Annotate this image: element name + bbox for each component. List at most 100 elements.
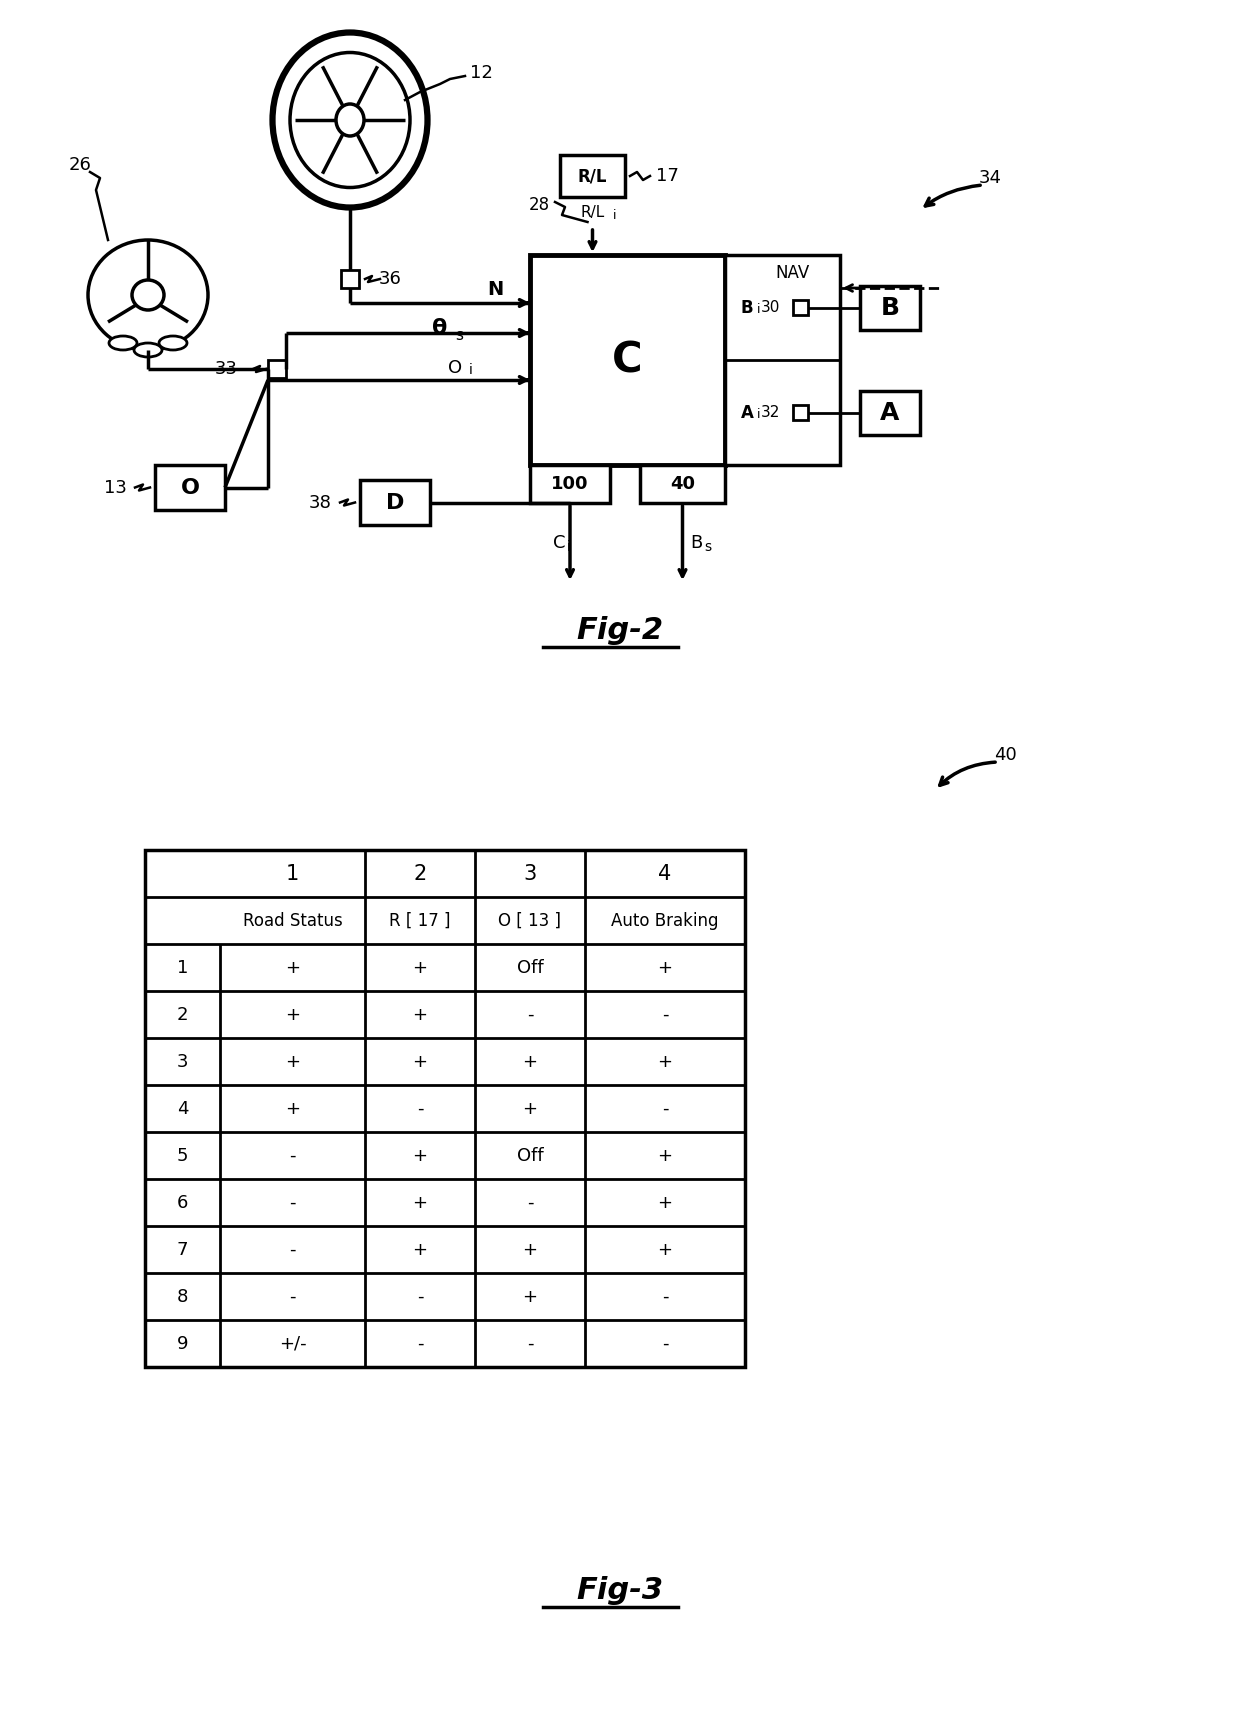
Text: 12: 12 bbox=[470, 64, 492, 83]
Bar bbox=[861, 285, 920, 330]
Bar bbox=[560, 155, 625, 198]
Text: R [ 17 ]: R [ 17 ] bbox=[389, 911, 451, 930]
Bar bbox=[640, 466, 725, 504]
Text: 8: 8 bbox=[177, 1288, 188, 1305]
Text: +: + bbox=[522, 1241, 537, 1258]
Bar bbox=[155, 466, 224, 511]
Text: 26: 26 bbox=[68, 156, 92, 174]
Text: +: + bbox=[285, 959, 300, 976]
Text: -: - bbox=[289, 1193, 296, 1212]
Text: -: - bbox=[527, 1006, 533, 1023]
Ellipse shape bbox=[109, 335, 136, 351]
Text: +: + bbox=[657, 1193, 672, 1212]
Text: 2: 2 bbox=[177, 1006, 188, 1023]
Text: R/L: R/L bbox=[580, 205, 605, 220]
Text: +: + bbox=[657, 1241, 672, 1258]
Text: s: s bbox=[455, 328, 463, 342]
Text: 6: 6 bbox=[177, 1193, 188, 1212]
Text: -: - bbox=[417, 1288, 423, 1305]
Text: 30: 30 bbox=[760, 301, 780, 315]
Text: s: s bbox=[704, 540, 712, 554]
Text: θ: θ bbox=[433, 318, 448, 339]
Text: +: + bbox=[522, 1288, 537, 1305]
Text: 28: 28 bbox=[529, 196, 551, 213]
Text: 40: 40 bbox=[993, 746, 1017, 763]
Ellipse shape bbox=[134, 344, 162, 358]
Text: Auto Braking: Auto Braking bbox=[611, 911, 719, 930]
Text: NAV: NAV bbox=[775, 265, 810, 282]
Text: O: O bbox=[181, 478, 200, 497]
Text: -: - bbox=[289, 1288, 296, 1305]
Text: -: - bbox=[662, 1288, 668, 1305]
Text: 5: 5 bbox=[177, 1147, 188, 1164]
Bar bbox=[794, 301, 808, 315]
Text: C: C bbox=[553, 535, 565, 552]
Text: B: B bbox=[880, 296, 899, 320]
Text: N: N bbox=[487, 280, 503, 299]
Text: +: + bbox=[413, 1147, 428, 1164]
Text: +: + bbox=[413, 1241, 428, 1258]
Text: 38: 38 bbox=[309, 493, 332, 512]
Text: 3: 3 bbox=[523, 863, 537, 884]
Text: A: A bbox=[880, 401, 900, 425]
Text: O: O bbox=[448, 359, 463, 376]
Text: 32: 32 bbox=[760, 406, 780, 419]
Text: 3: 3 bbox=[177, 1052, 188, 1071]
Text: i: i bbox=[613, 208, 616, 222]
Bar bbox=[529, 254, 725, 466]
Text: B: B bbox=[740, 299, 754, 316]
Text: B: B bbox=[691, 535, 703, 552]
Text: Fig-3: Fig-3 bbox=[577, 1576, 663, 1604]
Text: +: + bbox=[522, 1052, 537, 1071]
Text: -: - bbox=[417, 1100, 423, 1117]
Text: Off: Off bbox=[517, 1147, 543, 1164]
Text: 17: 17 bbox=[656, 167, 678, 186]
Text: +: + bbox=[657, 1147, 672, 1164]
Text: i: i bbox=[567, 540, 570, 554]
Text: +: + bbox=[285, 1052, 300, 1071]
Text: 2: 2 bbox=[413, 863, 427, 884]
Bar bbox=[725, 254, 839, 466]
Text: +: + bbox=[413, 1052, 428, 1071]
Text: +: + bbox=[657, 959, 672, 976]
Text: -: - bbox=[527, 1193, 533, 1212]
Text: 1: 1 bbox=[286, 863, 299, 884]
Text: 7: 7 bbox=[177, 1241, 188, 1258]
Text: i: i bbox=[756, 407, 760, 421]
Text: 1: 1 bbox=[177, 959, 188, 976]
Text: +: + bbox=[522, 1100, 537, 1117]
Bar bbox=[529, 466, 610, 504]
Text: C: C bbox=[613, 339, 642, 382]
Text: -: - bbox=[662, 1100, 668, 1117]
Text: +: + bbox=[285, 1100, 300, 1117]
Text: 9: 9 bbox=[177, 1334, 188, 1353]
Bar bbox=[794, 406, 808, 419]
Bar bbox=[861, 390, 920, 435]
Bar bbox=[360, 480, 430, 524]
Text: 36: 36 bbox=[378, 270, 402, 289]
Text: 4: 4 bbox=[658, 863, 672, 884]
Text: Off: Off bbox=[517, 959, 543, 976]
Bar bbox=[145, 849, 745, 1367]
Bar bbox=[268, 359, 286, 378]
Text: +: + bbox=[413, 959, 428, 976]
Text: 34: 34 bbox=[978, 168, 1002, 187]
Text: O [ 13 ]: O [ 13 ] bbox=[498, 911, 562, 930]
Text: -: - bbox=[662, 1006, 668, 1023]
Text: Fig-2: Fig-2 bbox=[577, 615, 663, 645]
Text: 33: 33 bbox=[215, 359, 238, 378]
Text: +: + bbox=[657, 1052, 672, 1071]
Text: 13: 13 bbox=[104, 478, 126, 497]
Text: A: A bbox=[740, 404, 754, 421]
Text: i: i bbox=[756, 303, 760, 316]
Text: -: - bbox=[662, 1334, 668, 1353]
Text: +/-: +/- bbox=[279, 1334, 306, 1353]
Text: 100: 100 bbox=[552, 474, 589, 493]
Bar bbox=[341, 270, 360, 289]
Text: -: - bbox=[527, 1334, 533, 1353]
Text: D: D bbox=[386, 493, 404, 512]
Text: -: - bbox=[289, 1147, 296, 1164]
Text: 40: 40 bbox=[670, 474, 694, 493]
Text: +: + bbox=[285, 1006, 300, 1023]
Text: 4: 4 bbox=[177, 1100, 188, 1117]
